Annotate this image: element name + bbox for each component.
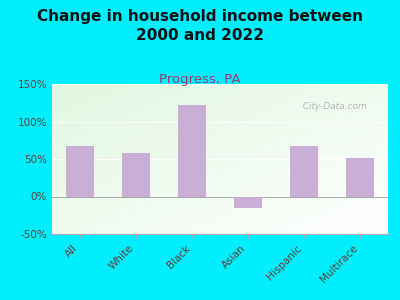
Text: Change in household income between
2000 and 2022: Change in household income between 2000 …: [37, 9, 363, 43]
Text: City-Data.com: City-Data.com: [297, 102, 367, 111]
Bar: [290, 146, 318, 196]
Bar: [66, 146, 94, 196]
Text: Progress, PA: Progress, PA: [159, 74, 241, 86]
Bar: [234, 196, 262, 208]
Bar: [178, 105, 206, 196]
Bar: [346, 158, 374, 196]
Bar: [122, 153, 150, 196]
